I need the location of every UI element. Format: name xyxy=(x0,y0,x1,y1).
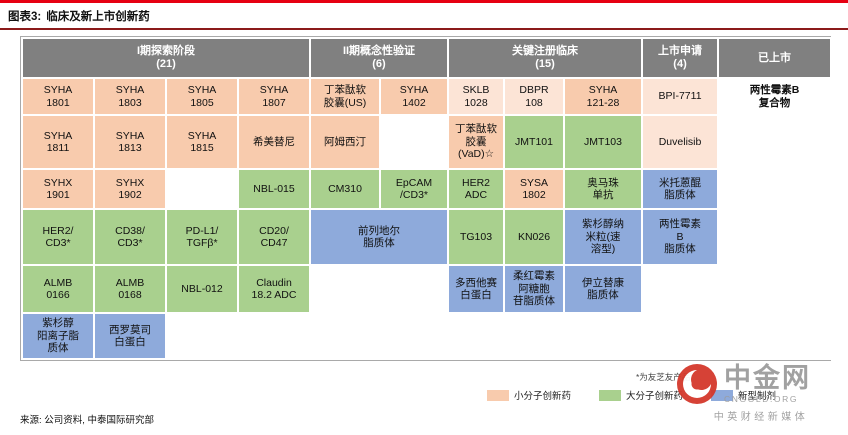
drug-cell: ALMB 0168 xyxy=(93,264,167,314)
watermark-tagline: 中英财经新媒体 xyxy=(713,412,809,423)
stage-header-marketed: 已上市 xyxy=(717,37,833,79)
legend: 小分子创新药 大分子创新药 新型制剂 xyxy=(487,388,776,402)
drug-cell: NBL-012 xyxy=(165,264,239,314)
drug-cell: DBPR 108 xyxy=(503,77,565,116)
pipeline-row: HER2/ CD3* CD38/ CD3* PD-L1/ TGFβ* CD20/… xyxy=(21,208,833,266)
drug-cell: SYHA 1801 xyxy=(21,77,95,116)
drug-cell: 紫杉醇 阳离子脂 质体 xyxy=(21,312,95,360)
drug-cell: CM310 xyxy=(309,168,381,210)
drug-cell: 丁苯酞软 胶囊(US) xyxy=(309,77,381,116)
empty-cell xyxy=(641,264,833,314)
drug-cell: 两性霉素 B 脂质体 xyxy=(641,208,720,266)
drug-cell: SYHA 121-28 xyxy=(562,77,644,116)
cngold-logo-icon xyxy=(676,363,718,405)
drug-cell: HER2/ CD3* xyxy=(21,208,95,266)
drug-cell: SYHA 1803 xyxy=(93,77,167,116)
drug-cell: TG103 xyxy=(447,208,505,266)
figure-title-bar: 图表3: 临床及新上市创新药 xyxy=(0,0,848,30)
drug-cell: 伊立替康 脂质体 xyxy=(562,264,644,314)
empty-cell xyxy=(164,312,833,360)
footnote: *为友芝友产品 xyxy=(636,372,691,382)
legend-swatch-small-molecule xyxy=(487,389,509,401)
empty-cell xyxy=(717,168,833,210)
drug-cell: EpCAM /CD3* xyxy=(379,168,449,210)
drug-cell: SYHA 1815 xyxy=(165,114,239,170)
drug-cell: Claudin 18.2 ADC xyxy=(237,264,311,314)
figure-label: 图表3: xyxy=(8,11,42,23)
legend-label-large-molecule: 大分子创新药 xyxy=(626,391,684,402)
watermark: 中金网 CNGOLD.ORG 中英财经新媒体 xyxy=(676,363,846,423)
drug-cell: JMT103 xyxy=(562,114,644,170)
pipeline-row: 紫杉醇 阳离子脂 质体 西罗莫司 白蛋白 xyxy=(21,312,833,360)
drug-cell: 奥马珠 单抗 xyxy=(562,168,644,210)
pipeline-row: SYHA 1811 SYHA 1813 SYHA 1815 希美替尼 阿姆西汀 … xyxy=(21,114,833,170)
drug-cell: SYSA 1802 xyxy=(503,168,565,210)
drug-cell: 希美替尼 xyxy=(237,114,311,170)
figure-title: 临床及新上市创新药 xyxy=(46,11,150,23)
empty-cell xyxy=(309,264,449,314)
stage-header-phase1-exploration: I期探索阶段 (21) xyxy=(21,37,311,79)
header-row: I期探索阶段 (21) II期概念性验证 (6) 关键注册临床 (15) 上市申… xyxy=(21,37,833,79)
legend-item-large-molecule: 大分子创新药 xyxy=(599,388,683,402)
drug-cell: SYHX 1902 xyxy=(93,168,167,210)
drug-cell: HER2 ADC xyxy=(447,168,505,210)
empty-cell xyxy=(165,168,239,210)
stage-header-pivotal-trial: 关键注册临床 (15) xyxy=(446,37,644,79)
drug-cell: 西罗莫司 白蛋白 xyxy=(93,312,167,360)
watermark-row: 中金网 CNGOLD.ORG xyxy=(676,363,846,405)
drug-cell: BPI-7711 xyxy=(641,77,720,116)
drug-cell: 紫杉醇纳 米粒(速 溶型) xyxy=(562,208,644,266)
drug-cell: 丁苯酞软 胶囊 (VaD)☆ xyxy=(447,114,505,170)
drug-cell: 阿姆西汀 xyxy=(309,114,381,170)
drug-cell: SYHX 1901 xyxy=(21,168,95,210)
marketed-drug-cell: 两性霉素B 复合物 xyxy=(717,77,833,116)
pipeline-table: I期探索阶段 (21) II期概念性验证 (6) 关键注册临床 (15) 上市申… xyxy=(21,37,833,360)
stage-header-phase2-poc: II期概念性验证 (6) xyxy=(309,37,449,79)
drug-cell: PD-L1/ TGFβ* xyxy=(165,208,239,266)
legend-label-new-formulation: 新型制剂 xyxy=(738,391,777,402)
drug-cell: SYHA 1807 xyxy=(237,77,311,116)
empty-cell xyxy=(379,114,449,170)
drug-cell: SYHA 1402 xyxy=(379,77,449,116)
drug-cell: SYHA 1811 xyxy=(21,114,95,170)
stage-header-nda: 上市申请 (4) xyxy=(641,37,720,79)
pipeline-row: SYHX 1901 SYHX 1902 NBL-015 CM310 EpCAM … xyxy=(21,168,833,210)
legend-item-new-formulation: 新型制剂 xyxy=(711,388,776,402)
drug-cell: SYHA 1813 xyxy=(93,114,167,170)
drug-cell: SKLB 1028 xyxy=(447,77,505,116)
empty-cell xyxy=(717,208,833,266)
drug-cell: JMT101 xyxy=(503,114,565,170)
pipeline-row: SYHA 1801 SYHA 1803 SYHA 1805 SYHA 1807 … xyxy=(21,77,833,116)
pipeline-row: ALMB 0166 ALMB 0168 NBL-012 Claudin 18.2… xyxy=(21,264,833,314)
drug-cell: 柔红霉素 阿糖胞 苷脂质体 xyxy=(503,264,565,314)
drug-cell: SYHA 1805 xyxy=(165,77,239,116)
empty-cell xyxy=(717,114,833,170)
drug-cell: 米托蒽醌 脂质体 xyxy=(641,168,720,210)
legend-swatch-new-formulation xyxy=(711,389,734,401)
watermark-text-column: 中金网 CNGOLD.ORG xyxy=(724,362,811,404)
drug-cell: 前列地尔 脂质体 xyxy=(309,208,449,266)
legend-label-small-molecule: 小分子创新药 xyxy=(514,391,572,402)
pipeline-table-container: I期探索阶段 (21) II期概念性验证 (6) 关键注册临床 (15) 上市申… xyxy=(20,36,833,361)
source-note: 来源: 公司资料, 中泰国际研究部 xyxy=(20,415,155,426)
drug-cell: NBL-015 xyxy=(237,168,311,210)
legend-item-small-molecule: 小分子创新药 xyxy=(487,388,571,402)
legend-swatch-large-molecule xyxy=(599,389,622,401)
drug-cell: 多西他赛 白蛋白 xyxy=(447,264,505,314)
drug-cell: CD20/ CD47 xyxy=(237,208,311,266)
watermark-domain: CNGOLD.ORG xyxy=(724,393,799,404)
drug-cell: CD38/ CD3* xyxy=(93,208,167,266)
drug-cell: KN026 xyxy=(503,208,565,266)
watermark-name: 中金网 xyxy=(724,362,811,393)
drug-cell: ALMB 0166 xyxy=(21,264,95,314)
drug-cell: Duvelisib xyxy=(641,114,720,170)
